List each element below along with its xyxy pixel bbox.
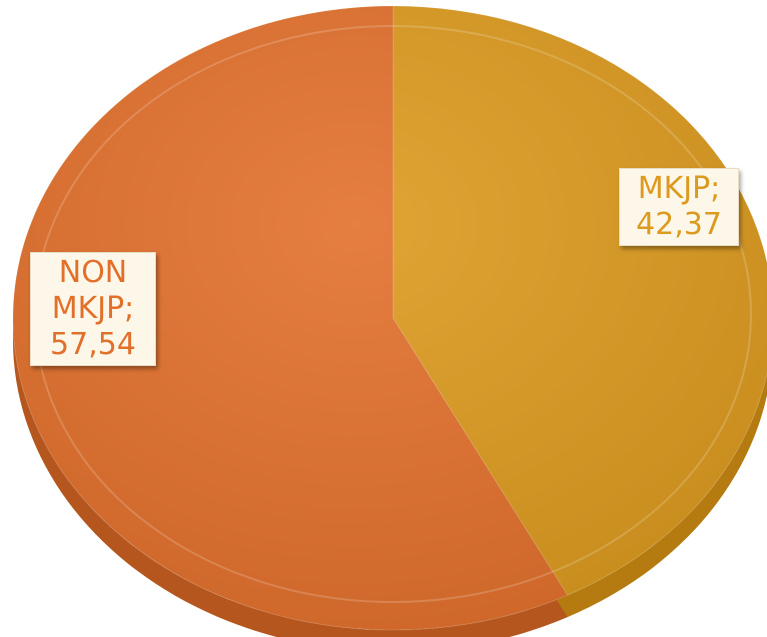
data-label-mkjp-line2: 42,37 bbox=[636, 207, 722, 242]
data-label-nonmkjp-line3: 57,54 bbox=[50, 327, 136, 362]
pie-side-mkjp bbox=[567, 372, 767, 618]
data-label-nonmkjp-line2: MKJP; bbox=[51, 291, 135, 326]
pie-shading bbox=[13, 6, 767, 630]
data-label-mkjp: MKJP; 42,37 bbox=[619, 168, 739, 246]
data-label-mkjp-line1: MKJP; bbox=[637, 171, 721, 206]
data-label-nonmkjp: NON MKJP; 57,54 bbox=[30, 252, 156, 366]
data-label-nonmkjp-line1: NON bbox=[58, 255, 128, 290]
